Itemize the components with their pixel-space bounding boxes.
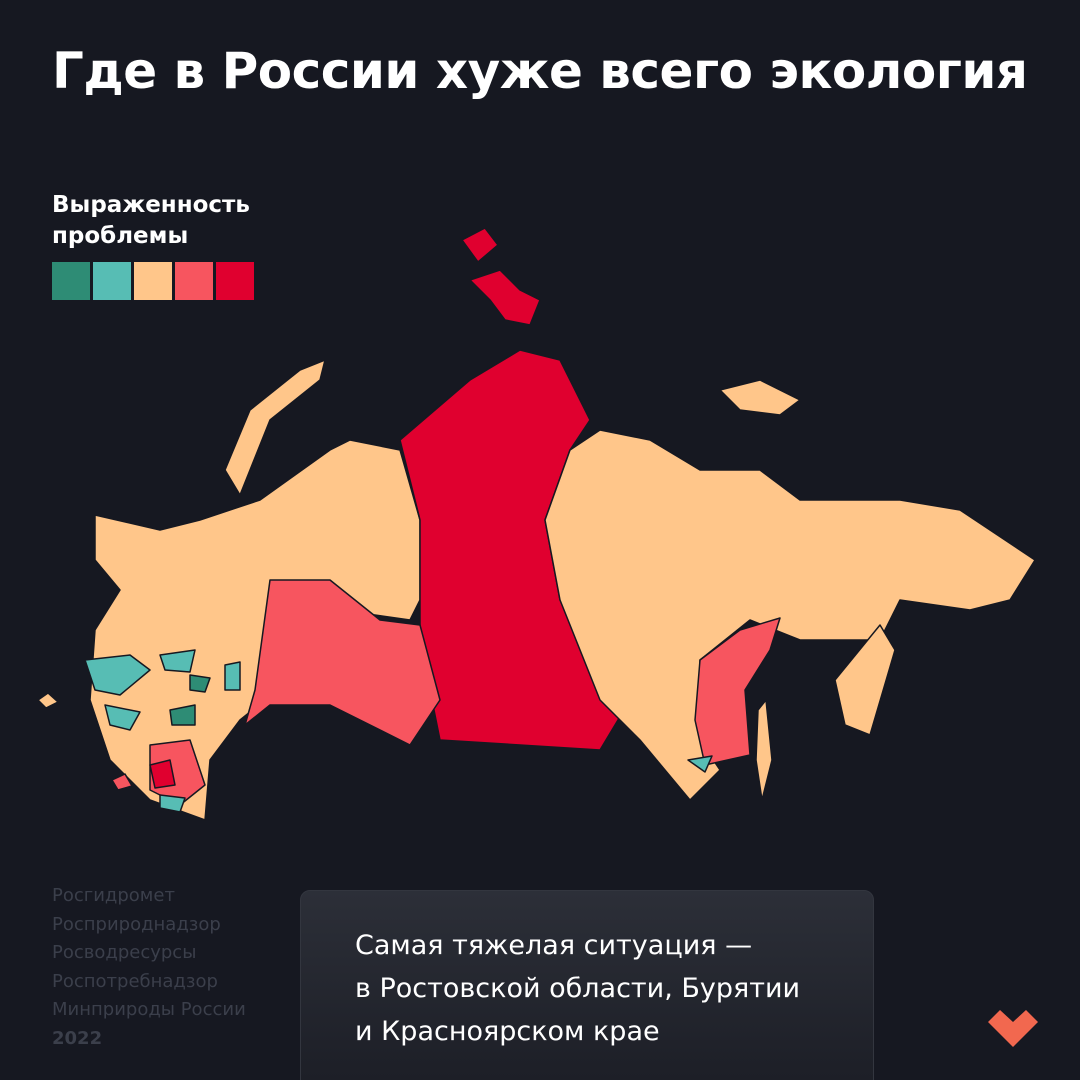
- region: [755, 699, 773, 801]
- region: [719, 379, 801, 416]
- region: [244, 579, 441, 746]
- legend-swatches: [52, 262, 254, 300]
- callout-line: Самая тяжелая ситуация —: [355, 930, 753, 961]
- source: Роспотребнадзор: [52, 970, 218, 992]
- callout: Самая тяжелая ситуация — в Ростовской обл…: [355, 924, 800, 1053]
- year: 2022: [52, 1027, 103, 1049]
- source: Минприроды России: [52, 999, 246, 1020]
- callout-box: [300, 890, 874, 1080]
- sources: Росгидромет Росприроднадзор Росводресурсы Р…: [52, 882, 246, 1053]
- region: [159, 649, 196, 673]
- region: [544, 429, 1036, 801]
- legend-swatch: [216, 262, 254, 300]
- region: [834, 624, 896, 736]
- legend-swatch: [52, 262, 90, 300]
- region: [469, 269, 541, 326]
- region: [149, 739, 206, 806]
- legend-swatch: [175, 262, 213, 300]
- legend-title-line: проблемы: [52, 223, 189, 249]
- region: [687, 755, 713, 773]
- source: Росводресурсы: [52, 942, 197, 963]
- region: [149, 759, 176, 789]
- region: [694, 617, 781, 766]
- callout-line: в Ростовской области, Бурятии: [355, 973, 801, 1004]
- region: [159, 794, 186, 813]
- region: [461, 227, 499, 263]
- region: [37, 692, 59, 709]
- title: Где в России хуже всего экология: [52, 42, 1028, 100]
- source: Росгидромет: [52, 885, 175, 906]
- region: [111, 773, 133, 791]
- source: Росприроднадзор: [52, 913, 221, 935]
- region: [104, 704, 141, 731]
- legend-title-line: Выраженность: [52, 192, 250, 218]
- region: [169, 704, 196, 726]
- legend-swatch: [93, 262, 131, 300]
- legend-title: Выраженность проблемы: [52, 190, 250, 252]
- region: [224, 359, 326, 496]
- region: [224, 661, 241, 691]
- legend-swatch: [134, 262, 172, 300]
- region: [84, 654, 151, 696]
- region: [189, 674, 211, 693]
- callout-line: и Красноярском крае: [355, 1016, 660, 1047]
